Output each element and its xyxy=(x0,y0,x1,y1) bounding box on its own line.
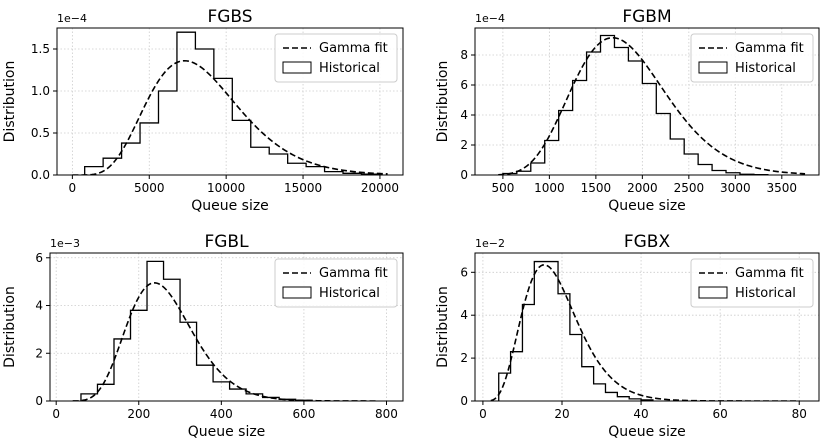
x-tick-label: 3000 xyxy=(720,181,751,195)
y-tick-label: 0 xyxy=(460,394,468,408)
x-tick-label: 0 xyxy=(52,407,60,421)
chart-panel-fgbm: 500 1000 1500 2000 2500 3000 3500 0 2 4 6 8 1e−4 FGBM… xyxy=(435,7,820,214)
gamma-fit-curve xyxy=(72,59,388,175)
legend: Gamma fit Historical xyxy=(274,258,398,308)
historical-histogram xyxy=(502,34,769,175)
legend: Gamma fit Historical xyxy=(274,33,398,83)
plot-area xyxy=(498,34,806,175)
axes-frame xyxy=(474,252,820,402)
legend-historical-swatch xyxy=(698,61,728,74)
legend-historical-label: Historical xyxy=(319,286,380,301)
y-scale-multiplier: 1e−4 xyxy=(57,12,87,25)
y-tick-label: 1.5 xyxy=(31,42,50,56)
y-tick-label: 1.0 xyxy=(31,84,50,98)
legend-historical-swatch xyxy=(282,61,312,74)
x-tick-label: 40 xyxy=(633,407,648,421)
x-tick-label: 400 xyxy=(210,407,233,421)
x-axis-label: Queue size xyxy=(188,424,266,440)
legend-historical-swatch xyxy=(282,286,312,299)
y-scale-multiplier: 1e−4 xyxy=(475,12,505,25)
chart-title: FGBL xyxy=(204,232,249,252)
y-tick-label: 2 xyxy=(460,138,468,152)
historical-histogram xyxy=(80,260,313,401)
x-tick-label: 600 xyxy=(292,407,315,421)
legend-historical-swatch xyxy=(698,286,728,299)
chart-title: FGBS xyxy=(207,7,252,27)
y-tick-label: 0.5 xyxy=(31,126,50,140)
chart-title: FGBX xyxy=(624,232,671,252)
x-tick-label: 1500 xyxy=(581,181,612,195)
x-tick-label: 20000 xyxy=(361,181,399,195)
y-tick-label: 6 xyxy=(460,78,468,92)
y-axis-label: Distribution xyxy=(435,61,451,143)
x-tick-label: 0 xyxy=(69,181,77,195)
axes-frame xyxy=(56,27,404,176)
y-scale-multiplier: 1e−2 xyxy=(475,237,505,250)
x-tick-label: 2000 xyxy=(627,181,658,195)
gamma-fit-curve xyxy=(498,36,806,175)
chart-panel-fgbx: 0 20 40 60 80 0 2 4 6 1e−2 FGBX Queue size Distribut… xyxy=(435,232,820,440)
legend-historical-label: Historical xyxy=(735,61,796,76)
historical-histogram xyxy=(498,260,654,401)
y-tick-label: 6 xyxy=(460,265,468,279)
y-axis-label: Distribution xyxy=(2,286,18,368)
y-axis-label: Distribution xyxy=(435,286,451,368)
x-tick-label: 800 xyxy=(375,407,398,421)
legend-gamma-label: Gamma fit xyxy=(735,266,804,281)
legend-historical-label: Historical xyxy=(319,61,380,76)
y-axis-label: Distribution xyxy=(2,61,18,143)
legend-historical-label: Historical xyxy=(735,286,796,301)
y-tick-label: 4 xyxy=(35,299,43,313)
y-tick-label: 0 xyxy=(460,168,468,182)
x-tick-label: 5000 xyxy=(134,181,165,195)
x-tick-label: 1000 xyxy=(534,181,565,195)
x-tick-label: 15000 xyxy=(284,181,322,195)
legend: Gamma fit Historical xyxy=(690,258,814,308)
x-tick-label: 0 xyxy=(479,407,487,421)
x-axis-label: Queue size xyxy=(608,424,686,440)
y-tick-label: 4 xyxy=(460,308,468,322)
x-tick-label: 200 xyxy=(127,407,150,421)
x-tick-label: 20 xyxy=(554,407,569,421)
chart-title: FGBM xyxy=(622,7,671,27)
chart-panel-fgbs: 0 5000 10000 15000 20000 0.0 0.5 1.0 1.5 1e−4 FGBS… xyxy=(2,7,404,214)
x-tick-label: 80 xyxy=(792,407,807,421)
y-tick-label: 2 xyxy=(460,351,468,365)
x-tick-label: 10000 xyxy=(207,181,245,195)
y-tick-label: 8 xyxy=(460,48,468,62)
x-tick-label: 60 xyxy=(713,407,728,421)
plot-area xyxy=(72,31,388,175)
y-scale-multiplier: 1e−3 xyxy=(50,237,80,250)
y-tick-label: 0.0 xyxy=(31,168,50,182)
x-axis-label: Queue size xyxy=(191,198,269,214)
legend-gamma-label: Gamma fit xyxy=(735,41,804,56)
y-tick-label: 0 xyxy=(35,394,43,408)
x-axis-label: Queue size xyxy=(608,198,686,214)
chart-panel-fgbl: 0 200 400 600 800 0 2 4 6 1e−3 FGBL Queue size Distr… xyxy=(2,232,404,440)
x-tick-label: 500 xyxy=(491,181,514,195)
legend-gamma-label: Gamma fit xyxy=(319,41,388,56)
axes-frame xyxy=(49,252,404,402)
x-tick-label: 3500 xyxy=(767,181,798,195)
legend: Gamma fit Historical xyxy=(690,33,814,83)
y-tick-label: 6 xyxy=(35,251,43,265)
y-tick-label: 2 xyxy=(35,346,43,360)
x-tick-label: 2500 xyxy=(674,181,705,195)
legend-gamma-label: Gamma fit xyxy=(319,266,388,281)
axes-frame xyxy=(474,27,820,176)
y-tick-label: 4 xyxy=(460,108,468,122)
